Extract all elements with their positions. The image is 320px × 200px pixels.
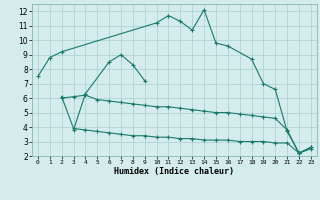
X-axis label: Humidex (Indice chaleur): Humidex (Indice chaleur) xyxy=(115,167,234,176)
